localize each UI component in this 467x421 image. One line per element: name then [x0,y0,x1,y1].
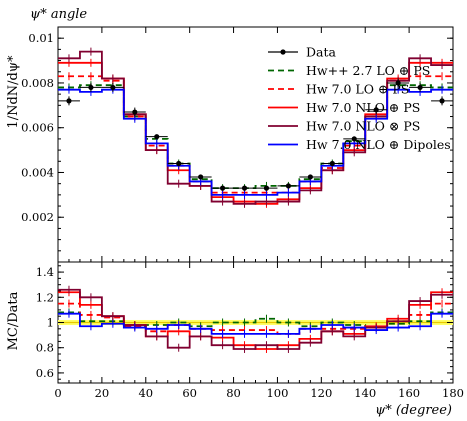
x-tick-label: 80 [226,386,241,400]
data-point [88,84,94,91]
x-axis-title: ψ* (degree) [375,403,452,418]
data-point [263,185,270,191]
data-point [110,84,116,91]
legend-hw-7-0-nlo-ps-label: Hw 7.0 NLO ⊗ PS [306,119,420,134]
legend-data-marker [280,49,286,55]
legend-data-label: Data [306,45,336,60]
ratio-y-tick-label: 1 [47,316,54,330]
data-point [241,185,248,191]
x-tick-label: 160 [398,386,420,400]
data-point [329,160,335,167]
data-point [176,160,182,167]
series-hw-7-0-nlo-dipoles-ratio-line [58,312,453,335]
data-point [219,185,226,191]
ratio-y-tick-label: 1.4 [36,265,54,279]
x-tick-label: 100 [266,386,288,400]
ratio-y-tick-label: 0.6 [36,366,54,380]
ratio-y-axis-title: MC/Data [6,291,21,350]
data-point [198,174,204,180]
main-y-tick-label: 0.002 [21,210,54,224]
x-tick-label: 60 [182,386,197,400]
legend-hw-7-0-nlo-dipoles-label: Hw 7.0 NLO ⊕ Dipoles [306,137,451,152]
main-y-tick-label: 0.006 [21,121,54,135]
chart-title: ψ* angle [30,7,87,22]
data-point [307,174,313,180]
data-point [132,109,138,115]
x-tick-label: 120 [310,386,332,400]
data-point [439,98,445,104]
data-point [285,183,292,189]
x-tick-label: 20 [95,386,110,400]
legend-hw-2-7-lo-ps-label: Hw++ 2.7 LO ⊕ PS [306,63,430,78]
data-point [66,98,72,104]
x-tick-label: 140 [354,386,376,400]
main-y-axis-title: 1/NdN/dψ* [6,55,21,129]
main-y-tick-label: 0.004 [21,165,54,179]
x-tick-label: 180 [442,386,464,400]
legend-hw-7-0-lo-ps-label: Hw 7.0 LO ⊕ PS [306,82,409,97]
ratio-y-tick-label: 0.8 [36,341,54,355]
main-y-tick-label: 0.01 [28,31,54,45]
legend-hw-7-0-nlo-ps-label: Hw 7.0 NLO ⊕ PS [306,100,420,115]
data-point [395,80,401,86]
x-tick-label: 40 [138,386,153,400]
main-y-tick-label: 0.008 [21,76,54,90]
data-point [373,107,379,113]
data-point [351,136,357,142]
ratio-y-tick-label: 1.2 [36,290,54,304]
data-point [417,84,423,91]
data-point [154,134,160,140]
x-tick-label: 0 [54,386,61,400]
